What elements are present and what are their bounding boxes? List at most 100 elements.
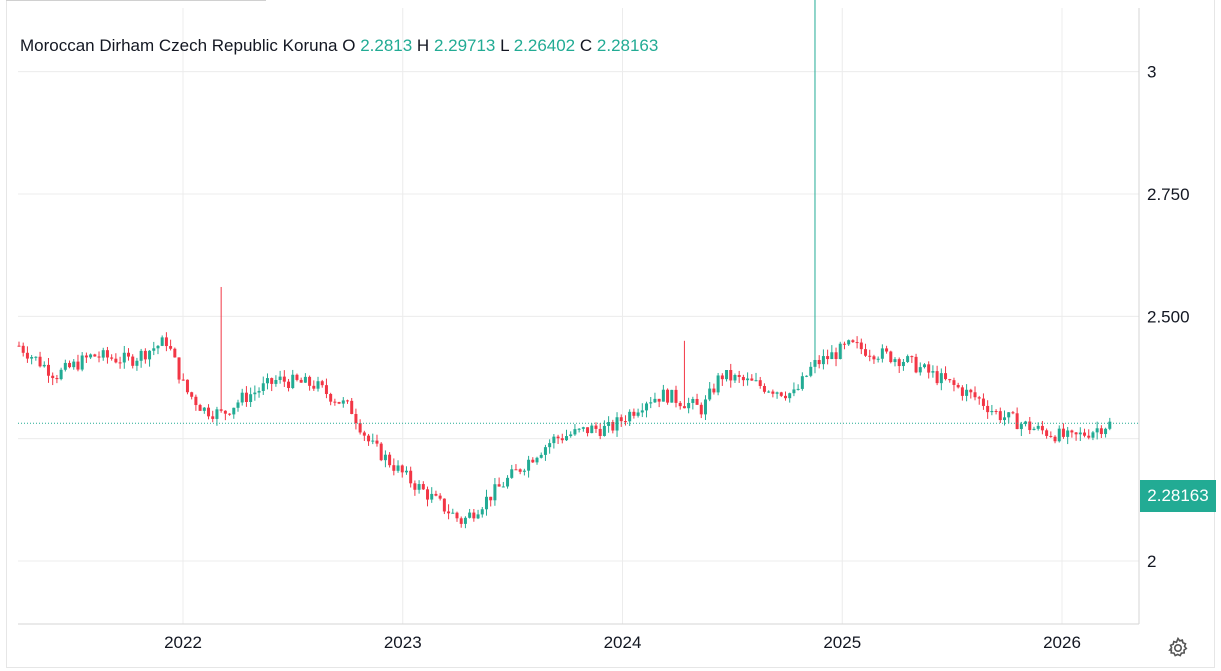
y-tick-label: 2 <box>1147 552 1156 571</box>
candle-body <box>324 385 328 395</box>
candle-body <box>379 443 383 461</box>
candle-body <box>42 364 46 367</box>
candle-body <box>510 469 514 478</box>
ohlc-legend: Moroccan Dirham Czech Republic Koruna O … <box>20 36 658 56</box>
candle-body <box>1007 412 1011 418</box>
candle-body <box>1078 432 1082 435</box>
last-price-badge: 2.28163 <box>1140 480 1216 512</box>
candle-body <box>244 392 248 403</box>
candle-body <box>699 404 703 415</box>
candle-body <box>497 484 501 487</box>
candle-body <box>409 470 413 484</box>
candle-body <box>805 375 809 377</box>
candle-body <box>1032 428 1036 431</box>
candle-body <box>156 345 160 349</box>
candle-body <box>944 373 948 380</box>
gear-icon[interactable] <box>1166 636 1190 660</box>
instrument-name: Moroccan Dirham Czech Republic Koruna <box>20 36 338 55</box>
candle-body <box>1083 432 1087 436</box>
candle-body <box>468 512 472 518</box>
candle-body <box>215 409 219 419</box>
candle-body <box>148 350 152 360</box>
candle-body <box>716 375 720 393</box>
candle-body <box>927 364 931 373</box>
x-tick-label: 2024 <box>604 633 642 652</box>
candle-body <box>388 454 392 466</box>
candle-body <box>893 359 897 363</box>
candle-body <box>543 447 547 455</box>
candle-body <box>666 389 670 403</box>
candle-body <box>265 378 269 384</box>
candle-body <box>329 394 333 402</box>
candle-body <box>430 493 434 500</box>
top-divider <box>6 0 266 5</box>
candle-body <box>1028 421 1032 431</box>
candle-body <box>303 376 307 383</box>
candle-body <box>240 392 244 403</box>
candle-body <box>657 398 661 402</box>
candle-body <box>506 477 510 487</box>
candle-body <box>960 387 964 396</box>
close-value: 2.28163 <box>596 36 659 55</box>
candle-body <box>775 392 779 394</box>
candle-body <box>784 395 787 399</box>
candle-body <box>619 417 623 422</box>
candle-body <box>821 356 825 365</box>
candle-body <box>484 496 488 510</box>
candle-body <box>1036 425 1040 429</box>
candle-body <box>287 381 291 388</box>
candle-body <box>131 356 135 366</box>
candle-body <box>986 405 990 413</box>
candle-body <box>514 469 518 471</box>
candle-body <box>586 427 590 434</box>
candle-body <box>316 381 320 389</box>
candle-body <box>59 369 63 380</box>
candle-body <box>173 348 177 358</box>
candle-body <box>463 517 467 524</box>
candle-body <box>451 512 455 514</box>
open-value: 2.2813 <box>360 36 413 55</box>
candle-body <box>767 391 771 393</box>
candle-body <box>1049 435 1053 437</box>
candle-body <box>493 484 497 501</box>
candle-body <box>1095 428 1099 433</box>
candle-body <box>880 348 884 359</box>
candle-body <box>72 361 76 368</box>
candle-body <box>55 378 59 380</box>
candle-body <box>906 356 910 362</box>
candle-body <box>636 412 640 416</box>
candle-body <box>703 399 707 415</box>
candle-body <box>413 483 417 490</box>
candle-body <box>914 356 918 373</box>
candle-body <box>46 364 50 376</box>
candle-body <box>320 381 324 386</box>
candle-body <box>607 422 611 426</box>
candle-body <box>455 512 459 519</box>
candle-body <box>733 375 737 381</box>
candle-body <box>51 375 55 379</box>
candle-body <box>792 389 796 394</box>
candle-body <box>527 459 531 471</box>
candle-body <box>25 352 29 359</box>
candle-body <box>295 374 299 380</box>
candle-body <box>34 356 38 358</box>
candle-body <box>367 435 371 442</box>
candle-body <box>160 337 164 346</box>
candle-body <box>809 366 813 376</box>
candle-body <box>228 413 232 415</box>
candle-body <box>299 379 303 383</box>
candle-body <box>750 378 754 381</box>
candle-body <box>1015 413 1019 430</box>
candle-body <box>855 342 859 344</box>
candle-body <box>1024 421 1028 425</box>
candle-body <box>1099 428 1103 435</box>
candle-body <box>712 388 716 393</box>
candle-body <box>181 379 185 381</box>
candle-body <box>114 358 118 363</box>
candle-body <box>105 350 109 358</box>
y-tick-label: 2.500 <box>1147 307 1190 326</box>
candle-body <box>565 436 568 441</box>
low-label: L <box>500 36 509 55</box>
candle-body <box>817 359 821 365</box>
